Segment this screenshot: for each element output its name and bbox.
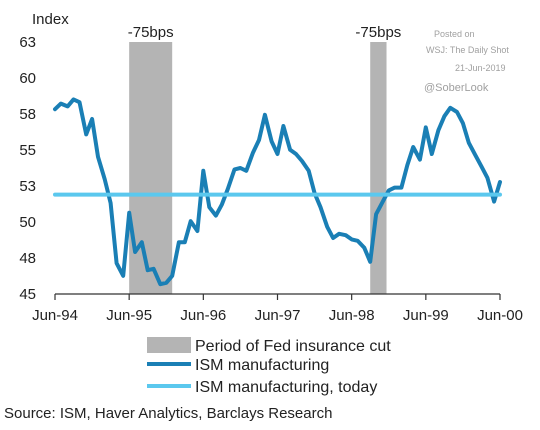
x-tick-Jun-00: Jun-00 bbox=[477, 307, 523, 324]
shade-label-2: -75bps bbox=[355, 24, 401, 41]
source-publication: WSJ: The Daily Shot bbox=[426, 45, 509, 55]
x-tick-Jun-98: Jun-98 bbox=[329, 307, 375, 324]
legend-label-ism-today: ISM manufacturing, today bbox=[195, 379, 377, 396]
y-tick-58: 58 bbox=[19, 106, 36, 123]
y-axis-label: Index bbox=[32, 11, 69, 28]
x-tick-Jun-95: Jun-95 bbox=[106, 307, 152, 324]
legend-swatch-shade bbox=[147, 337, 191, 353]
shade-period-1 bbox=[129, 42, 173, 294]
shade-label-1: -75bps bbox=[128, 24, 174, 41]
x-tick-Jun-97: Jun-97 bbox=[255, 307, 301, 324]
posted-on-label: Posted on bbox=[434, 29, 475, 39]
y-tick-45: 45 bbox=[19, 286, 36, 303]
series-lines bbox=[53, 97, 502, 287]
y-tick-53: 53 bbox=[19, 178, 36, 195]
legend: Period of Fed insurance cut ISM manufact… bbox=[147, 337, 391, 396]
y-tick-60: 60 bbox=[19, 70, 36, 87]
source-note: Source: ISM, Haver Analytics, Barclays R… bbox=[4, 405, 332, 422]
legend-label-ism: ISM manufacturing bbox=[195, 357, 329, 374]
y-tick-63: 63 bbox=[19, 34, 36, 51]
posted-date: 21-Jun-2019 bbox=[455, 63, 506, 73]
y-tick-55: 55 bbox=[19, 142, 36, 159]
x-tick-Jun-94: Jun-94 bbox=[32, 307, 78, 324]
shaded-periods: -75bps -75bps bbox=[128, 24, 401, 294]
x-tick-Jun-96: Jun-96 bbox=[180, 307, 226, 324]
series-ism-manufacturing bbox=[53, 97, 502, 287]
twitter-handle: @SoberLook bbox=[424, 82, 489, 94]
x-tick-Jun-99: Jun-99 bbox=[403, 307, 449, 324]
legend-label-shade: Period of Fed insurance cut bbox=[195, 338, 391, 355]
y-axis-ticks: 45 48 50 53 55 58 60 63 bbox=[19, 34, 36, 303]
x-axis: Jun-94 Jun-95 Jun-96 Jun-97 Jun-98 Jun-99 Jun-… bbox=[32, 293, 523, 324]
y-tick-50: 50 bbox=[19, 214, 36, 231]
y-tick-48: 48 bbox=[19, 250, 36, 267]
